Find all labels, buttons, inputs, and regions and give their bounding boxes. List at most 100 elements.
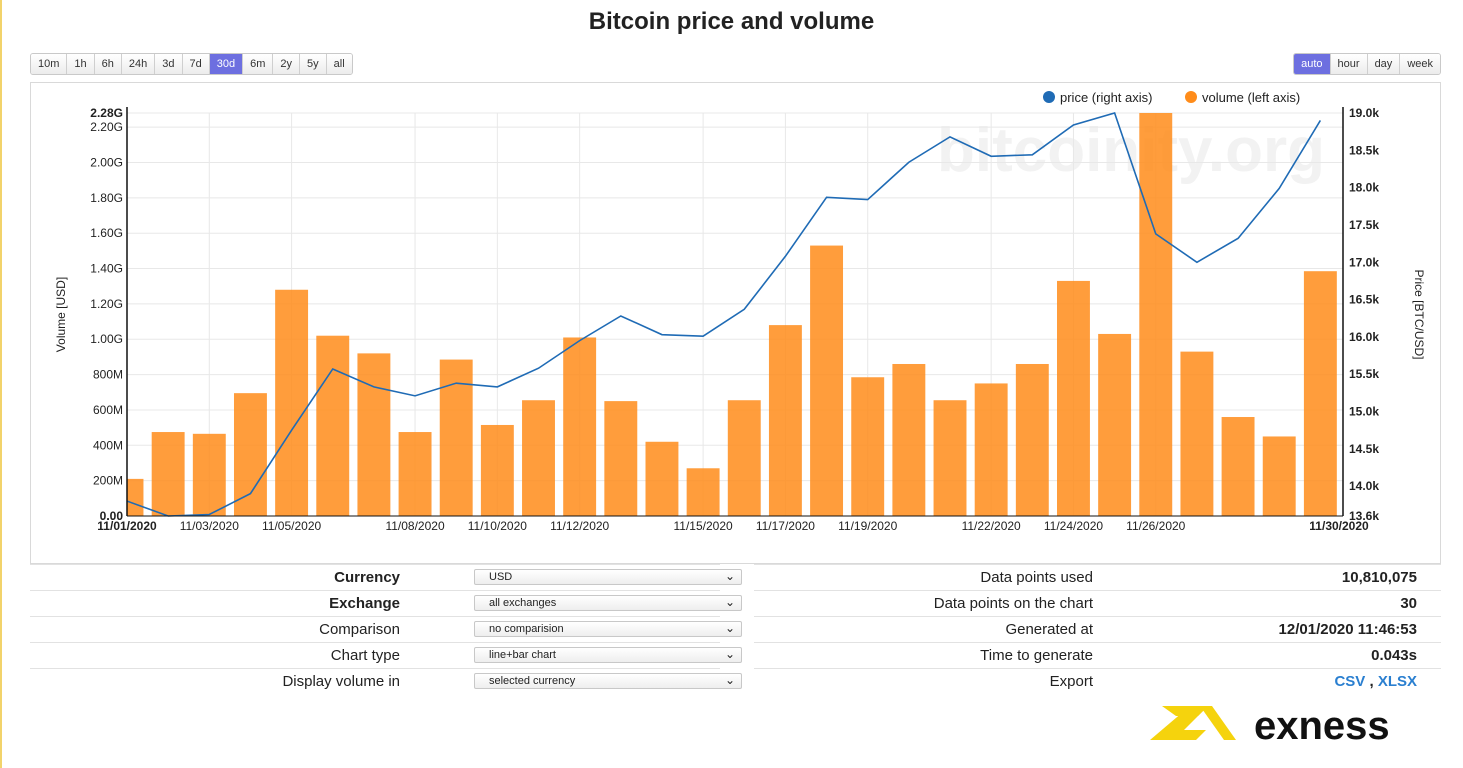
interval-auto-button[interactable]: auto xyxy=(1294,54,1331,74)
left-axis-tick-label: 0.00 xyxy=(100,509,124,523)
volume-bar xyxy=(398,432,432,516)
setting-row: Currency USD ⌄ xyxy=(30,564,742,590)
volume-bar xyxy=(1303,271,1337,516)
interval-week-button[interactable]: week xyxy=(1400,54,1440,74)
range-1h-button[interactable]: 1h xyxy=(67,54,95,74)
left-axis-tick-label: 1.00G xyxy=(90,332,123,346)
legend-label: volume (left axis) xyxy=(1202,90,1300,105)
right-axis-tick-label: 15.0k xyxy=(1349,405,1379,419)
stat-label: Data points on the chart xyxy=(933,595,1093,612)
range-24h-button[interactable]: 24h xyxy=(121,54,156,74)
stat-row: Data points on the chart 30 xyxy=(754,590,1441,616)
exchange-label: Exchange xyxy=(329,595,400,612)
chart-type-select[interactable]: line+bar chart ⌄ xyxy=(474,647,742,663)
left-axis-mask xyxy=(31,83,127,518)
chevron-down-icon: ⌄ xyxy=(724,647,735,661)
left-axis-tick-label: 1.40G xyxy=(90,262,123,276)
range-5y-button[interactable]: 5y xyxy=(300,54,327,74)
volume-bar xyxy=(275,289,309,516)
logo-mark-slash xyxy=(1150,706,1208,740)
right-axis-tick-label: 17.0k xyxy=(1349,255,1379,269)
setting-row: Exchange all exchanges ⌄ xyxy=(30,590,742,616)
logo-mark-bottom xyxy=(1170,730,1206,740)
right-axis-tick-label: 17.5k xyxy=(1349,218,1379,232)
volume-bar xyxy=(892,363,926,516)
range-30d-button[interactable]: 30d xyxy=(209,54,244,74)
stat-value: 12/01/2020 11:46:53 xyxy=(1278,621,1417,638)
chart-type-label: Chart type xyxy=(330,647,400,664)
volume-bar xyxy=(604,401,638,516)
x-axis-tick-label: 11/30/2020 xyxy=(1309,519,1369,533)
interval-selector: auto hour day week xyxy=(1293,53,1441,75)
volume-bar xyxy=(357,353,391,516)
x-axis-tick-label: 11/19/2020 xyxy=(838,519,897,533)
volume-bar xyxy=(1015,363,1049,516)
interval-hour-button[interactable]: hour xyxy=(1330,54,1368,74)
volume-bar xyxy=(686,468,720,516)
display-volume-in-select[interactable]: selected currency ⌄ xyxy=(474,673,742,689)
time-range-selector: 10m 1h 6h 24h 3d 7d 30d 6m 2y 5y all xyxy=(30,53,353,75)
range-3d-button[interactable]: 3d xyxy=(155,54,183,74)
comparison-select[interactable]: no comparision ⌄ xyxy=(474,621,742,637)
right-axis-title: Price [BTC/USD] xyxy=(1412,269,1426,359)
stat-label: Generated at xyxy=(1005,621,1093,638)
x-axis-tick-label: 11/10/2020 xyxy=(468,519,527,533)
volume-bar xyxy=(316,335,350,516)
exchange-select[interactable]: all exchanges ⌄ xyxy=(474,595,742,611)
stat-value: 10,810,075 xyxy=(1341,569,1417,586)
range-10m-button[interactable]: 10m xyxy=(31,54,68,74)
currency-select[interactable]: USD ⌄ xyxy=(474,569,742,585)
left-axis-tick-label: 2.00G xyxy=(90,155,123,169)
range-6h-button[interactable]: 6h xyxy=(94,54,122,74)
volume-bar xyxy=(645,441,679,516)
left-edge-line xyxy=(0,0,2,768)
export-row: Export CSV , XLSX xyxy=(754,668,1441,694)
setting-row: Comparison no comparision ⌄ xyxy=(30,616,742,642)
volume-bar xyxy=(563,337,597,516)
right-axis-tick-label: 14.0k xyxy=(1349,479,1379,493)
export-separator: , xyxy=(1369,673,1374,690)
range-7d-button[interactable]: 7d xyxy=(182,54,210,74)
x-axis-tick-label: 11/08/2020 xyxy=(385,519,444,533)
setting-row: Display volume in selected currency ⌄ xyxy=(30,668,742,694)
right-axis-tick-label: 18.0k xyxy=(1349,181,1379,195)
currency-value: USD xyxy=(489,571,513,583)
right-axis-tick-label: 15.5k xyxy=(1349,367,1379,381)
page-title: Bitcoin price and volume xyxy=(588,8,875,35)
legend-marker xyxy=(1043,91,1055,103)
exchange-value: all exchanges xyxy=(489,597,557,609)
right-axis-tick-label: 16.5k xyxy=(1349,293,1379,307)
chevron-down-icon: ⌄ xyxy=(724,595,735,609)
chart-type-value: line+bar chart xyxy=(489,649,556,661)
interval-day-button[interactable]: day xyxy=(1367,54,1401,74)
volume-bar xyxy=(974,383,1008,516)
chevron-down-icon: ⌄ xyxy=(724,569,735,583)
exness-logo: exness xyxy=(1150,704,1390,748)
stat-value: 0.043s xyxy=(1371,647,1417,664)
volume-bar xyxy=(1262,436,1296,516)
export-csv-link[interactable]: CSV xyxy=(1334,673,1366,690)
left-axis-title: Volume [USD] xyxy=(54,277,68,352)
legend-label: price (right axis) xyxy=(1060,90,1152,105)
comparison-label: Comparison xyxy=(319,621,400,638)
stat-label: Data points used xyxy=(980,569,1093,586)
logo-mark-cross xyxy=(1200,706,1236,740)
legend-marker xyxy=(1185,91,1197,103)
stat-row: Time to generate 0.043s xyxy=(754,642,1441,668)
exness-logo-text: exness xyxy=(1254,704,1390,748)
volume-bar xyxy=(192,433,226,516)
range-all-button[interactable]: all xyxy=(326,54,352,74)
volume-bar xyxy=(439,359,473,516)
stat-row: Generated at 12/01/2020 11:46:53 xyxy=(754,616,1441,642)
export-xlsx-link[interactable]: XLSX xyxy=(1377,673,1417,690)
volume-bar xyxy=(233,393,267,516)
range-6m-button[interactable]: 6m xyxy=(243,54,274,74)
left-axis-tick-label: 2.20G xyxy=(90,120,123,134)
range-2y-button[interactable]: 2y xyxy=(273,54,301,74)
chevron-down-icon: ⌄ xyxy=(724,673,735,687)
left-axis-tick-label: 200M xyxy=(93,474,123,488)
left-axis-tick-label: 1.60G xyxy=(90,226,123,240)
volume-bar xyxy=(1221,417,1255,516)
display-volume-in-label: Display volume in xyxy=(282,673,400,690)
stat-value: 30 xyxy=(1400,595,1417,612)
